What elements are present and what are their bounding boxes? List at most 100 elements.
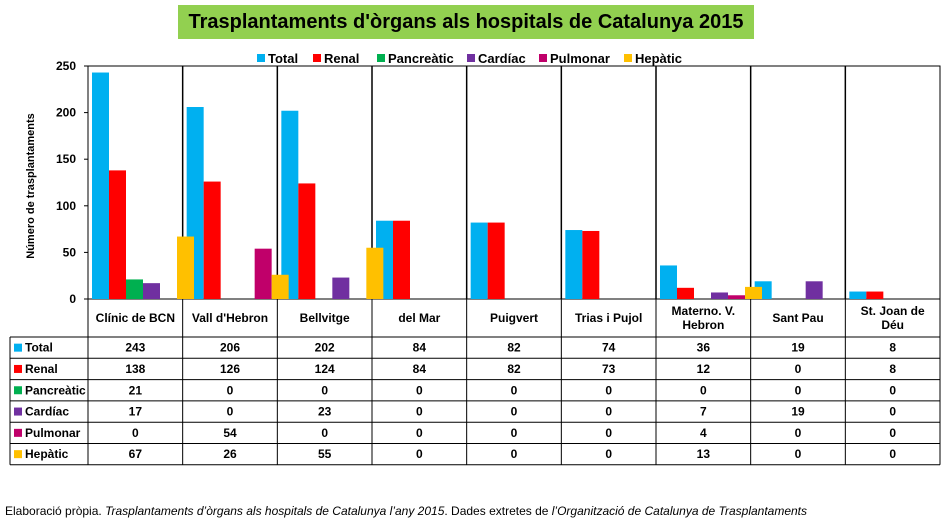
legend-swatch-total	[257, 54, 265, 62]
table-swatch-cardiac	[14, 407, 22, 416]
table-cell-pancreatic-del-mar: 0	[416, 383, 423, 397]
category-label-bellvitge: Bellvitge	[300, 311, 350, 325]
chart-grid	[87, 65, 941, 300]
bar-renal-del-mar	[393, 220, 410, 299]
table-cell-renal-bellvitge: 124	[315, 362, 335, 376]
caption-middle: . Dades extretes de	[444, 504, 552, 518]
bar-hepatic-vall-d-hebron	[271, 274, 289, 299]
bar-renal-st-joan-de-deu	[866, 291, 884, 299]
legend-swatch-renal	[313, 54, 321, 62]
bar-total-st-joan-de-deu	[849, 291, 867, 299]
table-cell-renal-sant-pau: 0	[795, 362, 802, 376]
y-tick-label: 250	[56, 59, 76, 73]
table-cell-hepatic-materno-v-hebron: 13	[697, 447, 711, 461]
table-cell-renal-puigvert: 82	[507, 362, 521, 376]
y-tick-label: 50	[63, 245, 77, 259]
table-swatch-renal	[14, 364, 22, 373]
category-label-trias-i-pujol: Trias i Pujol	[575, 311, 642, 325]
legend-label-total: Total	[268, 51, 298, 66]
y-tick-label: 200	[56, 106, 76, 120]
table-cell-renal-clinic-de-bcn: 138	[125, 362, 145, 376]
table-cell-renal-del-mar: 84	[413, 362, 427, 376]
table-cell-renal-st-joan-de-deu: 8	[889, 362, 896, 376]
category-label-vall-d-hebron: Vall d'Hebron	[192, 311, 268, 325]
category-label-del-mar: del Mar	[398, 311, 440, 325]
table-cell-pancreatic-bellvitge: 0	[321, 383, 328, 397]
chart-title-box: Trasplantaments d'òrgans als hospitals d…	[178, 5, 754, 39]
table-cell-hepatic-clinic-de-bcn: 67	[129, 447, 143, 461]
table-cell-pancreatic-st-joan-de-deu: 0	[889, 383, 896, 397]
y-tick-label: 150	[56, 152, 76, 166]
category-label-puigvert: Puigvert	[490, 311, 538, 325]
y-axis: 0 50 100 150 200 250	[56, 59, 88, 306]
legend-label-pulmonar: Pulmonar	[550, 51, 610, 66]
table-cell-cardiac-trias-i-pujol: 0	[605, 405, 612, 419]
table-cell-cardiac-bellvitge: 23	[318, 405, 332, 419]
bar-renal-vall-d-hebron	[203, 181, 221, 299]
category-label-materno-v-hebron: Materno. V. Hebron	[672, 304, 736, 332]
bar-pulmonar-materno-v-hebron	[728, 295, 745, 299]
table-cell-cardiac-materno-v-hebron: 7	[700, 405, 707, 419]
legend: Total Renal Pancreàtic Cardíac Pulmonar Hepàt…	[257, 51, 682, 66]
bar-renal-materno-v-hebron	[677, 287, 694, 299]
bar-renal-puigvert	[487, 222, 505, 299]
legend-label-renal: Renal	[324, 51, 359, 66]
bar-renal-bellvitge	[298, 183, 316, 299]
table-cell-pulmonar-del-mar: 0	[416, 426, 423, 440]
y-tick-label: 100	[56, 199, 76, 213]
legend-swatch-pulmonar	[539, 54, 547, 62]
table-row-label-pulmonar: Pulmonar	[25, 426, 81, 440]
table-cell-cardiac-st-joan-de-deu: 0	[889, 405, 896, 419]
bar-cardiac-materno-v-hebron	[711, 292, 728, 299]
table-cell-renal-trias-i-pujol: 73	[602, 362, 616, 376]
bar-total-clinic-de-bcn	[92, 72, 109, 299]
legend-label-hepatic: Hepàtic	[635, 51, 682, 66]
bar-hepatic-clinic-de-bcn	[177, 236, 194, 299]
category-label-clinic-de-bcn: Clínic de BCN	[96, 311, 175, 325]
table-swatch-hepatic	[14, 450, 22, 459]
table-cell-pancreatic-materno-v-hebron: 0	[700, 383, 707, 397]
legend-swatch-pancreatic	[377, 54, 385, 62]
plot-area	[87, 65, 941, 300]
chart-title: Trasplantaments d'òrgans als hospitals d…	[188, 10, 744, 33]
table-swatch-pancreatic	[14, 386, 22, 395]
table-cell-total-del-mar: 84	[413, 341, 427, 355]
table-cell-hepatic-vall-d-hebron: 26	[223, 447, 237, 461]
chart-bars	[92, 72, 884, 300]
bar-pancreatic-clinic-de-bcn	[126, 279, 143, 299]
table-cell-pancreatic-sant-pau: 0	[795, 383, 802, 397]
table-cell-cardiac-sant-pau: 19	[791, 405, 805, 419]
bar-total-puigvert	[470, 222, 488, 299]
bar-cardiac-sant-pau	[805, 281, 823, 299]
table-cell-hepatic-sant-pau: 0	[795, 447, 802, 461]
table-cell-hepatic-bellvitge: 55	[318, 447, 332, 461]
table-cell-total-trias-i-pujol: 74	[602, 341, 616, 355]
table-cell-pancreatic-trias-i-pujol: 0	[605, 383, 612, 397]
table-cell-pulmonar-bellvitge: 0	[321, 426, 328, 440]
table-row-label-hepatic: Hepàtic	[25, 447, 69, 461]
table-cell-pancreatic-vall-d-hebron: 0	[227, 383, 234, 397]
bar-total-bellvitge	[281, 110, 299, 300]
table-cell-total-sant-pau: 19	[791, 341, 805, 355]
table-cell-renal-materno-v-hebron: 12	[697, 362, 711, 376]
table-swatch-pulmonar	[14, 428, 22, 437]
table-cell-hepatic-puigvert: 0	[511, 447, 518, 461]
bar-cardiac-clinic-de-bcn	[143, 283, 160, 299]
bar-hepatic-materno-v-hebron	[745, 286, 762, 299]
caption-source: l’Organització de Catalunya de Trasplant…	[551, 504, 808, 518]
legend-label-cardiac: Cardíac	[478, 51, 526, 66]
table-row-label-total: Total	[25, 341, 53, 355]
table-cell-cardiac-del-mar: 0	[416, 405, 423, 419]
bar-total-trias-i-pujol	[565, 230, 583, 299]
legend-swatch-hepatic	[624, 54, 632, 62]
bar-renal-clinic-de-bcn	[109, 170, 126, 299]
caption-prefix: Elaboració pròpia.	[5, 504, 106, 518]
table-cell-total-vall-d-hebron: 206	[220, 341, 240, 355]
y-axis-label: Número de trasplantaments	[25, 113, 37, 258]
table-row-label-pancreatic: Pancreàtic	[25, 383, 86, 397]
table-cell-total-bellvitge: 202	[315, 341, 335, 355]
table-cell-hepatic-st-joan-de-deu: 0	[889, 447, 896, 461]
bar-hepatic-bellvitge	[366, 247, 384, 299]
legend-label-pancreatic: Pancreàtic	[388, 51, 454, 66]
